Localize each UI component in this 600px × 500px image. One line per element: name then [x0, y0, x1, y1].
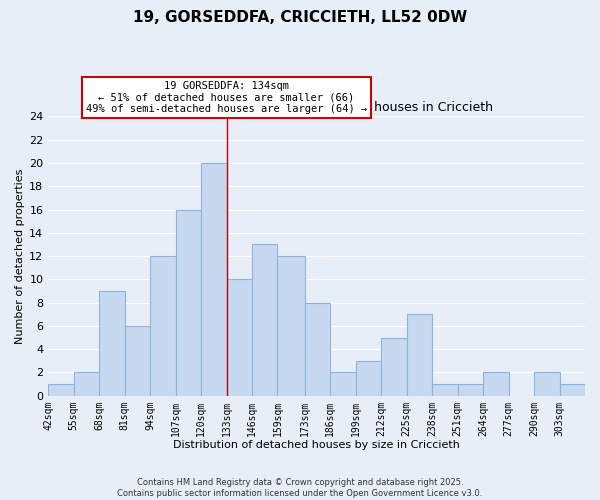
Bar	[99, 291, 125, 396]
Bar	[458, 384, 483, 396]
Bar	[150, 256, 176, 396]
Bar	[432, 384, 458, 396]
Bar	[176, 210, 201, 396]
Bar	[356, 361, 381, 396]
Bar	[381, 338, 407, 396]
Bar	[277, 256, 305, 396]
Title: Size of property relative to detached houses in Criccieth: Size of property relative to detached ho…	[140, 101, 493, 114]
Bar	[305, 302, 331, 396]
Bar	[560, 384, 585, 396]
Bar	[483, 372, 509, 396]
X-axis label: Distribution of detached houses by size in Criccieth: Distribution of detached houses by size …	[173, 440, 460, 450]
Text: 19 GORSEDDFA: 134sqm
← 51% of detached houses are smaller (66)
49% of semi-detac: 19 GORSEDDFA: 134sqm ← 51% of detached h…	[86, 81, 367, 114]
Bar	[407, 314, 432, 396]
Bar	[227, 280, 252, 396]
Bar	[534, 372, 560, 396]
Bar	[201, 163, 227, 396]
Bar	[125, 326, 150, 396]
Bar	[331, 372, 356, 396]
Bar	[252, 244, 277, 396]
Bar	[48, 384, 74, 396]
Y-axis label: Number of detached properties: Number of detached properties	[15, 168, 25, 344]
Bar	[74, 372, 99, 396]
Text: 19, GORSEDDFA, CRICCIETH, LL52 0DW: 19, GORSEDDFA, CRICCIETH, LL52 0DW	[133, 10, 467, 25]
Text: Contains HM Land Registry data © Crown copyright and database right 2025.
Contai: Contains HM Land Registry data © Crown c…	[118, 478, 482, 498]
